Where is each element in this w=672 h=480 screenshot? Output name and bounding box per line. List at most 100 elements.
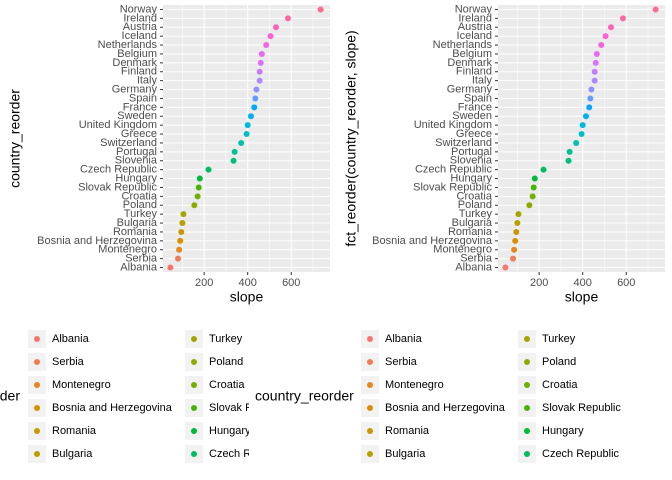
point [591,77,598,84]
legend-marker [662,359,668,365]
y-tick-label: Romania [113,226,158,238]
legend-marker [34,451,40,457]
point [167,264,174,271]
y-axis-title: country_reorder [7,89,23,188]
legend-key [656,445,672,463]
point [582,113,589,120]
y-tick-label: Croatia [457,190,493,202]
y-tick-label: Austria [123,21,158,33]
point [513,228,520,235]
y-tick-label: Czech Republic [80,164,158,176]
y-tick-label: Norway [455,3,493,15]
legend-marker [505,428,511,434]
y-tick-label: Denmark [112,57,157,69]
y-tick-label: Montenegro [98,244,157,256]
legend-label: Croatia [209,379,245,391]
legend-marker [191,451,197,457]
y-tick-label: Sweden [452,110,492,122]
point [175,255,182,262]
point [598,42,605,49]
y-tick-label: Netherlands [98,39,158,51]
legend-marker [505,382,511,388]
legend-label: Turkey [209,333,243,345]
legend-marker [662,382,668,388]
legend-key [499,376,517,394]
legend-marker [367,359,373,365]
legend-marker [34,382,40,388]
y-tick-label: Netherlands [433,39,493,51]
point [256,77,263,84]
y-tick-label: Bulgaria [452,217,493,229]
point [258,50,265,57]
point [578,131,585,138]
legend-key [342,422,360,440]
y-tick-label: Germany [112,83,158,95]
point [531,175,538,182]
legend-key [656,330,672,348]
point [514,220,521,227]
legend-label: Albania [52,333,90,345]
point [177,237,184,244]
legend-key [656,422,672,440]
y-tick-label: Poland [123,199,157,211]
x-tick-label: 600 [617,277,635,289]
legend: country_reorder Albania Serbia Montenegro Bo… [0,330,672,463]
y-tick-label: Bulgaria [117,217,158,229]
legend-label: Montenegro [52,379,111,391]
legend-title: country_reorder [0,388,20,404]
legend-marker [34,428,40,434]
y-tick-label: Bosnia and Herzegovina [37,235,158,247]
point [317,6,324,13]
legend-label: Poland [209,356,243,368]
y-tick-label: Portugal [451,146,492,158]
y-tick-label: Croatia [122,190,158,202]
y-tick-label: Germany [447,83,493,95]
legend-marker [524,405,530,411]
y-tick-label: Switzerland [435,137,492,149]
y-tick-label: Slovak Republic [78,181,157,193]
y-tick-label: United Kingdom [414,119,492,131]
legend-key [499,445,517,463]
legend: country_reorder Albania Serbia Montenegro Bo… [255,330,621,463]
legend-marker [524,451,530,457]
panel-background [498,5,665,272]
point [529,193,536,200]
legend-marker [367,451,373,457]
legend-marker [191,359,197,365]
y-tick-label: Montenegro [433,244,492,256]
point [510,255,517,262]
legend-label: Bulgaria [52,448,93,460]
legend-marker [662,405,668,411]
point [566,148,573,155]
point [251,104,258,111]
legend-marker [524,336,530,342]
legend-label: Bosnia and Herzegovina [385,402,506,414]
legend-key [656,353,672,371]
point [592,59,599,66]
legend-label: Serbia [52,356,85,368]
y-tick-label: Hungary [450,172,492,184]
legend-marker [191,428,197,434]
point [515,211,522,218]
y-tick-label: Portugal [116,146,157,158]
point [231,148,238,155]
legend-marker [348,359,354,365]
panel-background [163,5,330,272]
x-tick-label: 600 [282,277,300,289]
point [591,68,598,75]
legend-key [499,330,517,348]
y-tick-label: Spain [129,92,157,104]
legend-marker [505,359,511,365]
point [588,86,595,93]
point [565,157,572,164]
y-tick-label: Ireland [123,12,157,24]
y-tick-label: Iceland [457,30,492,42]
legend-key [342,330,360,348]
point [284,15,291,22]
point [608,24,615,31]
point [179,220,186,227]
point [512,237,519,244]
legend-label: Serbia [385,356,418,368]
